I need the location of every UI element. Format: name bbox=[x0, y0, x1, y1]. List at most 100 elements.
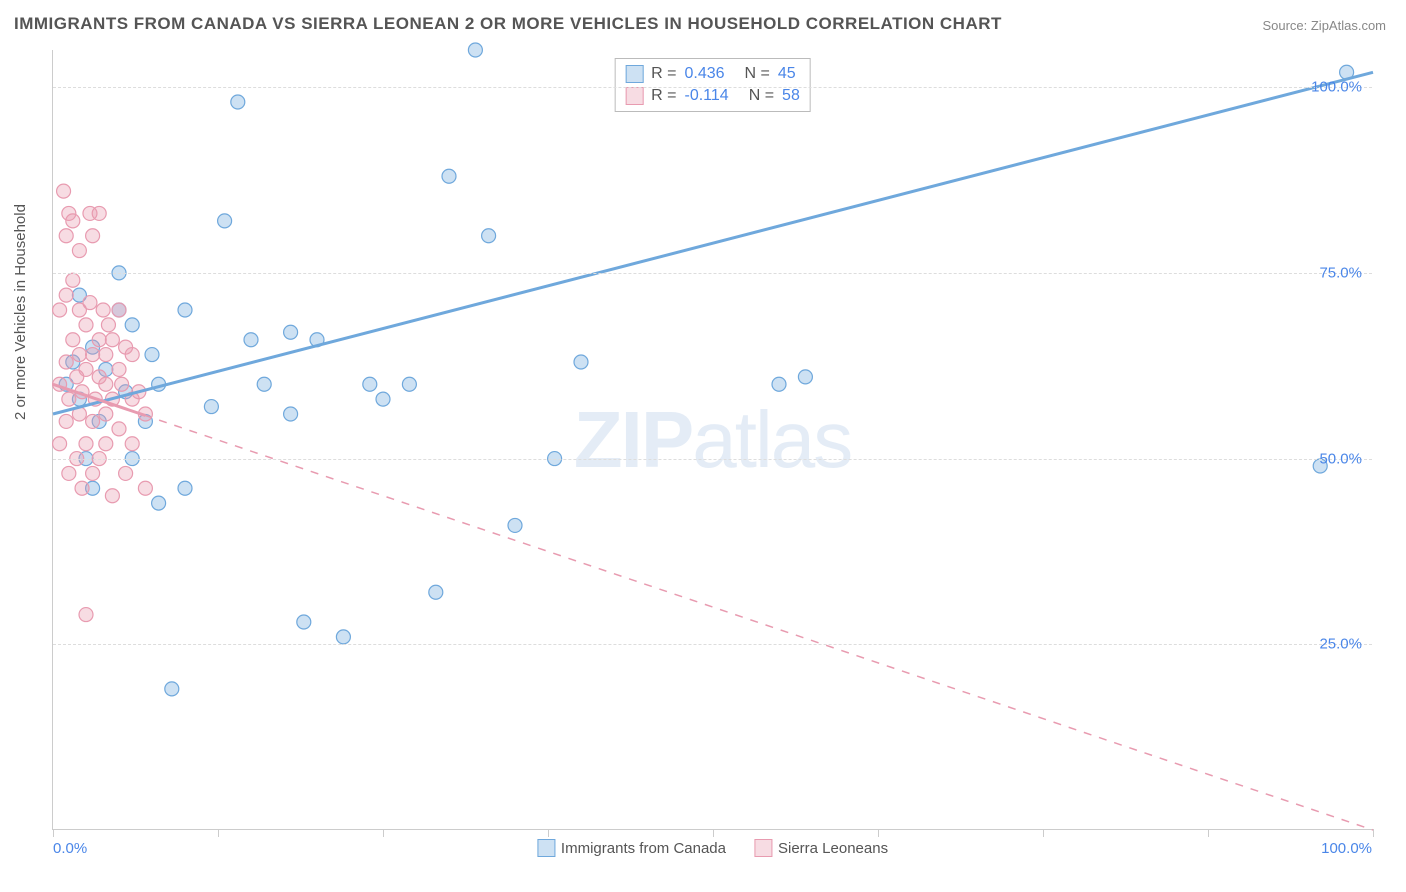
data-point bbox=[574, 355, 588, 369]
y-axis-label: 2 or more Vehicles in Household bbox=[12, 204, 29, 420]
data-point bbox=[231, 95, 245, 109]
data-point bbox=[86, 466, 100, 480]
stat-n-label: N = bbox=[745, 65, 770, 83]
data-point bbox=[363, 377, 377, 391]
data-point bbox=[83, 206, 97, 220]
data-point bbox=[798, 370, 812, 384]
data-point bbox=[145, 348, 159, 362]
stats-row: R = 0.436N = 45 bbox=[625, 63, 800, 85]
x-tick bbox=[1373, 829, 1374, 837]
data-point bbox=[125, 348, 139, 362]
data-point bbox=[75, 481, 89, 495]
data-point bbox=[442, 169, 456, 183]
legend-label: Sierra Leoneans bbox=[778, 840, 888, 857]
data-point bbox=[79, 362, 93, 376]
y-tick-label: 25.0% bbox=[1319, 636, 1362, 653]
x-axis-start-label: 0.0% bbox=[53, 840, 87, 857]
data-point bbox=[336, 630, 350, 644]
data-point bbox=[79, 437, 93, 451]
data-point bbox=[59, 229, 73, 243]
data-point bbox=[72, 348, 86, 362]
data-point bbox=[99, 377, 113, 391]
data-point bbox=[79, 318, 93, 332]
stat-n-value: 58 bbox=[782, 87, 800, 105]
data-point bbox=[178, 481, 192, 495]
bottom-legend: Immigrants from Canada Sierra Leoneans bbox=[537, 839, 888, 857]
data-point bbox=[57, 184, 71, 198]
data-point bbox=[72, 244, 86, 258]
data-point bbox=[101, 318, 115, 332]
data-point bbox=[86, 348, 100, 362]
data-point bbox=[284, 325, 298, 339]
data-point bbox=[105, 333, 119, 347]
data-point bbox=[53, 303, 67, 317]
data-point bbox=[62, 392, 76, 406]
data-point bbox=[112, 362, 126, 376]
plot-svg bbox=[53, 50, 1372, 829]
data-point bbox=[59, 288, 73, 302]
data-point bbox=[125, 437, 139, 451]
y-tick-label: 75.0% bbox=[1319, 264, 1362, 281]
stat-r-label: R = bbox=[651, 87, 676, 105]
data-point bbox=[772, 377, 786, 391]
regression-line bbox=[53, 384, 1373, 830]
x-tick bbox=[548, 829, 549, 837]
legend-swatch bbox=[537, 839, 555, 857]
data-point bbox=[62, 206, 76, 220]
data-point bbox=[59, 414, 73, 428]
data-point bbox=[244, 333, 258, 347]
data-point bbox=[83, 296, 97, 310]
data-point bbox=[178, 303, 192, 317]
data-point bbox=[53, 437, 67, 451]
x-tick bbox=[1208, 829, 1209, 837]
data-point bbox=[86, 229, 100, 243]
y-tick-label: 50.0% bbox=[1319, 450, 1362, 467]
x-tick bbox=[218, 829, 219, 837]
data-point bbox=[105, 489, 119, 503]
data-point bbox=[429, 585, 443, 599]
data-point bbox=[115, 377, 129, 391]
stat-r-value: -0.114 bbox=[685, 87, 729, 105]
data-point bbox=[79, 608, 93, 622]
data-point bbox=[99, 437, 113, 451]
legend-item: Immigrants from Canada bbox=[537, 839, 726, 857]
data-point bbox=[112, 422, 126, 436]
data-point bbox=[86, 414, 100, 428]
data-point bbox=[66, 273, 80, 287]
data-point bbox=[297, 615, 311, 629]
data-point bbox=[119, 466, 133, 480]
data-point bbox=[138, 481, 152, 495]
x-tick bbox=[53, 829, 54, 837]
gridline-h bbox=[53, 273, 1372, 274]
data-point bbox=[112, 303, 126, 317]
data-point bbox=[96, 303, 110, 317]
stats-legend: R = 0.436N = 45 R = -0.114 N = 58 bbox=[614, 58, 811, 112]
data-point bbox=[218, 214, 232, 228]
data-point bbox=[152, 496, 166, 510]
data-point bbox=[125, 318, 139, 332]
y-tick-label: 100.0% bbox=[1311, 79, 1362, 96]
stats-row: R = -0.114 N = 58 bbox=[625, 85, 800, 107]
gridline-h bbox=[53, 87, 1372, 88]
x-tick bbox=[383, 829, 384, 837]
legend-label: Immigrants from Canada bbox=[561, 840, 726, 857]
data-point bbox=[99, 407, 113, 421]
data-point bbox=[62, 466, 76, 480]
data-point bbox=[204, 400, 218, 414]
plot-area: ZIPatlas R = 0.436N = 45R = -0.114N = 58… bbox=[52, 50, 1372, 830]
data-point bbox=[284, 407, 298, 421]
legend-swatch bbox=[625, 87, 643, 105]
data-point bbox=[376, 392, 390, 406]
stat-n-label: N = bbox=[749, 87, 774, 105]
data-point bbox=[257, 377, 271, 391]
x-axis-end-label: 100.0% bbox=[1321, 840, 1372, 857]
data-point bbox=[92, 333, 106, 347]
gridline-h bbox=[53, 644, 1372, 645]
data-point bbox=[402, 377, 416, 391]
regression-line bbox=[53, 72, 1373, 414]
source-label: Source: ZipAtlas.com bbox=[1262, 18, 1386, 33]
data-point bbox=[59, 355, 73, 369]
legend-swatch bbox=[625, 65, 643, 83]
data-point bbox=[508, 518, 522, 532]
data-point bbox=[165, 682, 179, 696]
